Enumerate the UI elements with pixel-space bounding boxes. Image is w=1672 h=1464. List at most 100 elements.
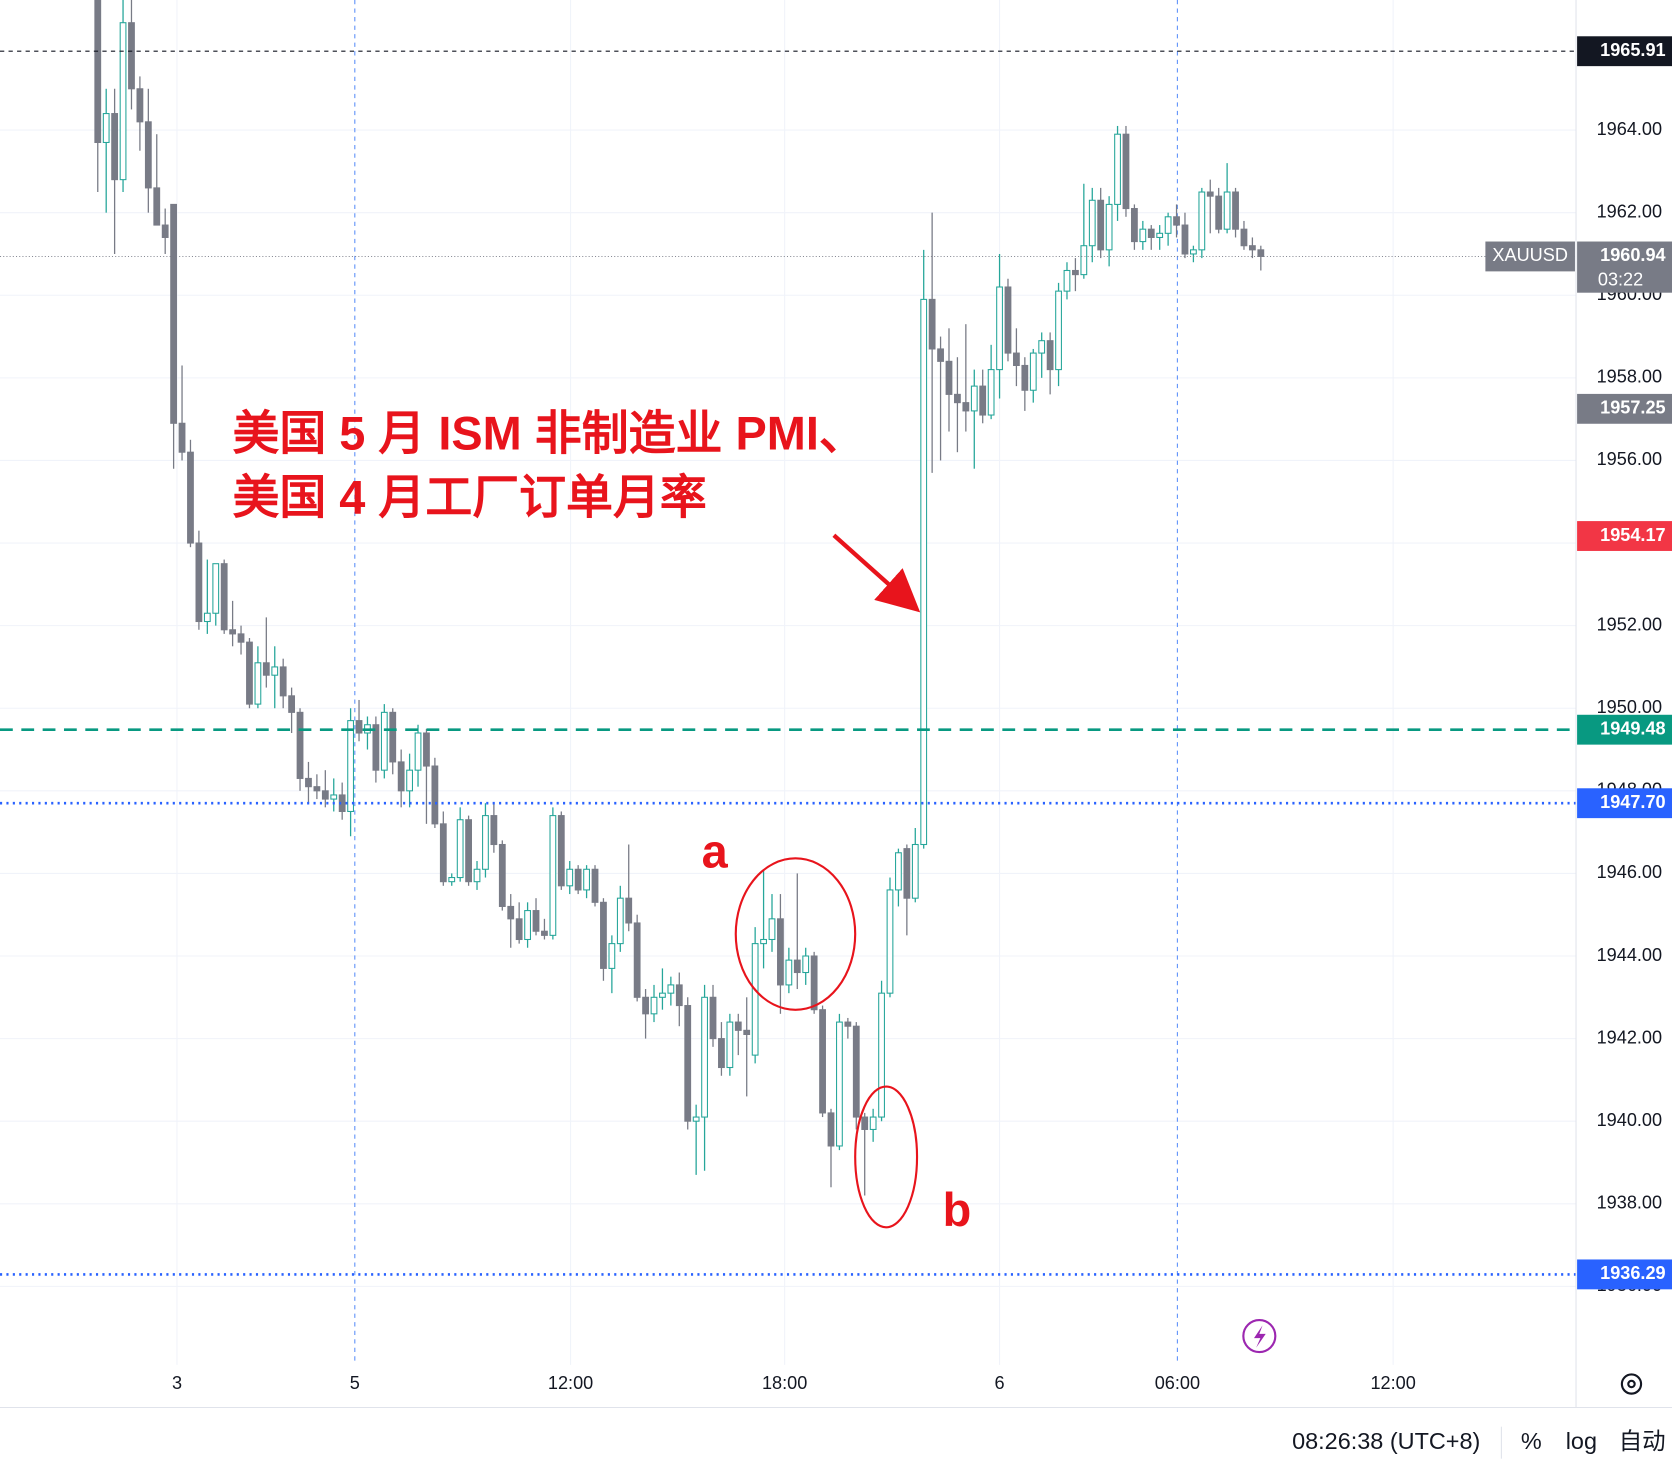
- candle-body: [439, 823, 447, 883]
- candle-body: [878, 992, 885, 1118]
- candle-body: [583, 868, 590, 891]
- candle-body: [827, 1112, 835, 1147]
- candle-body: [633, 922, 641, 998]
- candle-body: [1046, 340, 1054, 371]
- candle-body: [962, 402, 970, 412]
- price-tag-label: 1954.17: [1600, 525, 1665, 545]
- candle-body: [987, 369, 995, 416]
- candle-body: [768, 918, 776, 941]
- candle-body: [532, 910, 540, 932]
- candle-body: [1147, 228, 1155, 238]
- arrow: [832, 533, 921, 613]
- event-icon-bolt: [1254, 1325, 1266, 1348]
- candle-body: [102, 113, 110, 144]
- y-tick-label: 1942.00: [1597, 1027, 1662, 1047]
- candle-body: [726, 1021, 734, 1069]
- candle-body: [1173, 216, 1180, 226]
- annotation: 美国 4 月工厂订单月率: [232, 472, 706, 524]
- price-tag: [1577, 241, 1672, 293]
- candle-body: [869, 1116, 877, 1130]
- y-tick-label: 1940.00: [1597, 1110, 1662, 1130]
- candle-body: [482, 815, 489, 870]
- candle-body: [608, 943, 616, 969]
- candle-body: [254, 662, 262, 705]
- grid: [0, 0, 1577, 1365]
- price-lines: [0, 50, 1577, 1276]
- candle-body: [793, 959, 801, 974]
- candle-body: [945, 360, 953, 395]
- candle-body: [895, 852, 902, 891]
- price-tag: [1577, 36, 1672, 67]
- x-tick-label: 18:00: [762, 1373, 807, 1393]
- y-tick-label: 1958.00: [1597, 367, 1662, 387]
- candle-body: [777, 918, 784, 986]
- candle-body: [1248, 245, 1256, 251]
- symbol-tag: [1485, 241, 1575, 272]
- candle-body: [397, 761, 405, 792]
- candle-body: [591, 868, 599, 903]
- candle-body: [574, 868, 582, 891]
- auto-button[interactable]: 自动: [1619, 1428, 1666, 1454]
- price-tag-label: 1936.29: [1600, 1263, 1665, 1283]
- x-tick-label: 5: [350, 1373, 360, 1393]
- candle-body: [937, 348, 944, 362]
- candle-body: [1114, 133, 1121, 205]
- candle-body: [1240, 228, 1248, 247]
- candle-body: [389, 711, 397, 763]
- y-tick-label: 1950.00: [1597, 697, 1662, 717]
- candle-body: [675, 984, 683, 1007]
- candle-body: [1038, 340, 1046, 354]
- log-button[interactable]: log: [1566, 1428, 1597, 1454]
- y-tick-label: 1964.00: [1597, 119, 1662, 139]
- candle-body: [1080, 245, 1088, 276]
- candle-body: [111, 113, 119, 181]
- candle-body: [886, 889, 894, 994]
- candle-body: [642, 996, 649, 1015]
- y-tick-label: 1938.00: [1597, 1193, 1662, 1213]
- candle-body: [229, 629, 237, 635]
- candle-body: [1190, 249, 1197, 255]
- candle-body: [153, 187, 161, 226]
- percent-button[interactable]: %: [1521, 1428, 1542, 1454]
- price-tag-label: 1960.94: [1600, 245, 1665, 265]
- candle-body: [1004, 286, 1012, 354]
- candle-body: [650, 996, 658, 1015]
- candle-body: [1072, 269, 1079, 276]
- candle-body: [541, 930, 548, 936]
- candle-body: [836, 1021, 843, 1147]
- candle-body: [1215, 195, 1223, 230]
- candle-body: [616, 897, 624, 945]
- circle: [734, 857, 857, 1011]
- candle-body: [237, 633, 245, 643]
- candle-body: [170, 203, 178, 424]
- candle-body: [701, 996, 708, 1118]
- price-tags: 1965.91 1960.94 03:22 XAUUSD 1957.25 1954.17 1…: [1485, 36, 1672, 1290]
- x-tick-label: 3: [172, 1373, 182, 1393]
- candle-body: [760, 938, 767, 945]
- candle-body: [1021, 364, 1029, 391]
- candle-body: [734, 1021, 742, 1031]
- x-tick-label: 12:00: [1370, 1373, 1415, 1393]
- clock: 08:26:38 (UTC+8): [1292, 1428, 1480, 1454]
- candle-body: [566, 868, 574, 887]
- x-tick-label: 06:00: [1155, 1373, 1200, 1393]
- candle-body: [1105, 203, 1113, 251]
- candle-body: [212, 563, 220, 614]
- x-tick-label: 12:00: [548, 1373, 593, 1393]
- candle-body: [996, 286, 1003, 371]
- candle-body: [1164, 216, 1172, 234]
- price-tag-label: 1949.48: [1600, 718, 1665, 738]
- y-tick-label: 1956.00: [1597, 449, 1662, 469]
- candle-body: [271, 666, 279, 676]
- candle-body: [473, 868, 481, 883]
- candle-body: [313, 786, 321, 792]
- settings-icon[interactable]: [1620, 1373, 1643, 1395]
- candle-body: [751, 943, 759, 1056]
- candle-body: [330, 794, 338, 800]
- candle-body: [203, 612, 211, 623]
- candle-body: [970, 385, 978, 412]
- candle-body: [380, 711, 388, 771]
- price-tag-label: 1965.91: [1600, 40, 1665, 60]
- candle-body: [195, 542, 203, 623]
